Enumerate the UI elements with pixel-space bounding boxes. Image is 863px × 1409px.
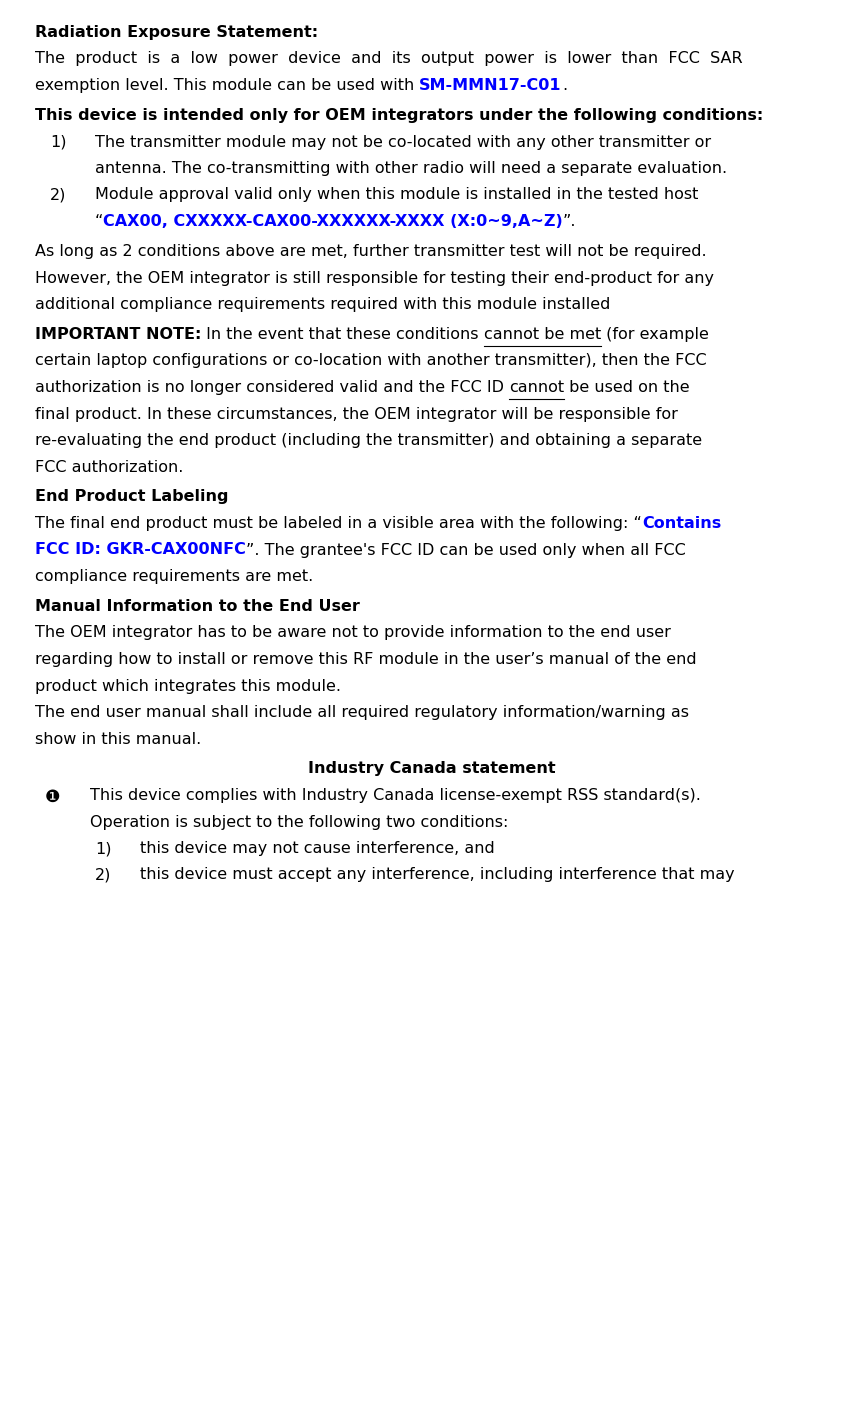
Text: ❶: ❶ — [45, 788, 60, 806]
Text: ”. The grantee's FCC ID can be used only when all FCC: ”. The grantee's FCC ID can be used only… — [246, 542, 685, 558]
Text: In the event that these conditions: In the event that these conditions — [201, 327, 484, 342]
Text: show in this manual.: show in this manual. — [35, 731, 201, 747]
Text: The OEM integrator has to be aware not to provide information to the end user: The OEM integrator has to be aware not t… — [35, 626, 671, 641]
Text: The final end product must be labeled in a visible area with the following: “: The final end product must be labeled in… — [35, 516, 642, 531]
Text: compliance requirements are met.: compliance requirements are met. — [35, 569, 313, 583]
Text: As long as 2 conditions above are met, further transmitter test will not be requ: As long as 2 conditions above are met, f… — [35, 244, 707, 259]
Text: exemption level. This module can be used with: exemption level. This module can be used… — [35, 77, 419, 93]
Text: Contains: Contains — [642, 516, 721, 531]
Text: The  product  is  a  low  power  device  and  its  output  power  is  lower  tha: The product is a low power device and it… — [35, 52, 743, 66]
Text: FCC ID: GKR-CAX00NFC: FCC ID: GKR-CAX00NFC — [35, 542, 246, 558]
Text: The transmitter module may not be co-located with any other transmitter or: The transmitter module may not be co-loc… — [95, 134, 711, 149]
Text: cannot be met: cannot be met — [484, 327, 602, 342]
Text: However, the OEM integrator is still responsible for testing their end-product f: However, the OEM integrator is still res… — [35, 271, 714, 286]
Text: authorization is no longer considered valid and the FCC ID: authorization is no longer considered va… — [35, 380, 509, 395]
Text: IMPORTANT NOTE:: IMPORTANT NOTE: — [35, 327, 201, 342]
Text: be used on the: be used on the — [564, 380, 690, 395]
Text: Module approval valid only when this module is installed in the tested host: Module approval valid only when this mod… — [95, 187, 698, 203]
Text: 2): 2) — [95, 868, 111, 882]
Text: this device may not cause interference, and: this device may not cause interference, … — [140, 841, 494, 857]
Text: cannot: cannot — [509, 380, 564, 395]
Text: SM-MMN17-C01: SM-MMN17-C01 — [419, 77, 562, 93]
Text: Manual Information to the End User: Manual Information to the End User — [35, 599, 360, 614]
Text: certain laptop configurations or co-location with another transmitter), then the: certain laptop configurations or co-loca… — [35, 354, 707, 369]
Text: final product. In these circumstances, the OEM integrator will be responsible fo: final product. In these circumstances, t… — [35, 407, 677, 421]
Text: End Product Labeling: End Product Labeling — [35, 489, 229, 504]
Text: (for example: (for example — [602, 327, 709, 342]
Text: .: . — [562, 77, 567, 93]
Text: ”.: ”. — [564, 214, 576, 230]
Text: “: “ — [95, 214, 104, 230]
Text: FCC authorization.: FCC authorization. — [35, 459, 183, 475]
Text: CAX00, CXXXXX-CAX00-XXXXXX-XXXX (X:0~9,A~Z): CAX00, CXXXXX-CAX00-XXXXXX-XXXX (X:0~9,A… — [104, 214, 564, 230]
Text: The end user manual shall include all required regulatory information/warning as: The end user manual shall include all re… — [35, 704, 689, 720]
Text: Industry Canada statement: Industry Canada statement — [308, 761, 555, 776]
Text: re-evaluating the end product (including the transmitter) and obtaining a separa: re-evaluating the end product (including… — [35, 433, 702, 448]
Text: 1): 1) — [95, 841, 111, 857]
Text: 2): 2) — [50, 187, 66, 203]
Text: Operation is subject to the following two conditions:: Operation is subject to the following tw… — [90, 814, 508, 830]
Text: regarding how to install or remove this RF module in the user’s manual of the en: regarding how to install or remove this … — [35, 652, 696, 666]
Text: This device is intended only for OEM integrators under the following conditions:: This device is intended only for OEM int… — [35, 108, 763, 123]
Text: Radiation Exposure Statement:: Radiation Exposure Statement: — [35, 25, 318, 39]
Text: this device must accept any interference, including interference that may: this device must accept any interference… — [140, 868, 734, 882]
Text: product which integrates this module.: product which integrates this module. — [35, 679, 341, 693]
Text: additional compliance requirements required with this module installed: additional compliance requirements requi… — [35, 297, 610, 311]
Text: 1): 1) — [50, 134, 66, 149]
Text: antenna. The co-transmitting with other radio will need a separate evaluation.: antenna. The co-transmitting with other … — [95, 161, 728, 176]
Text: This device complies with Industry Canada license-exempt RSS standard(s).: This device complies with Industry Canad… — [90, 788, 701, 803]
